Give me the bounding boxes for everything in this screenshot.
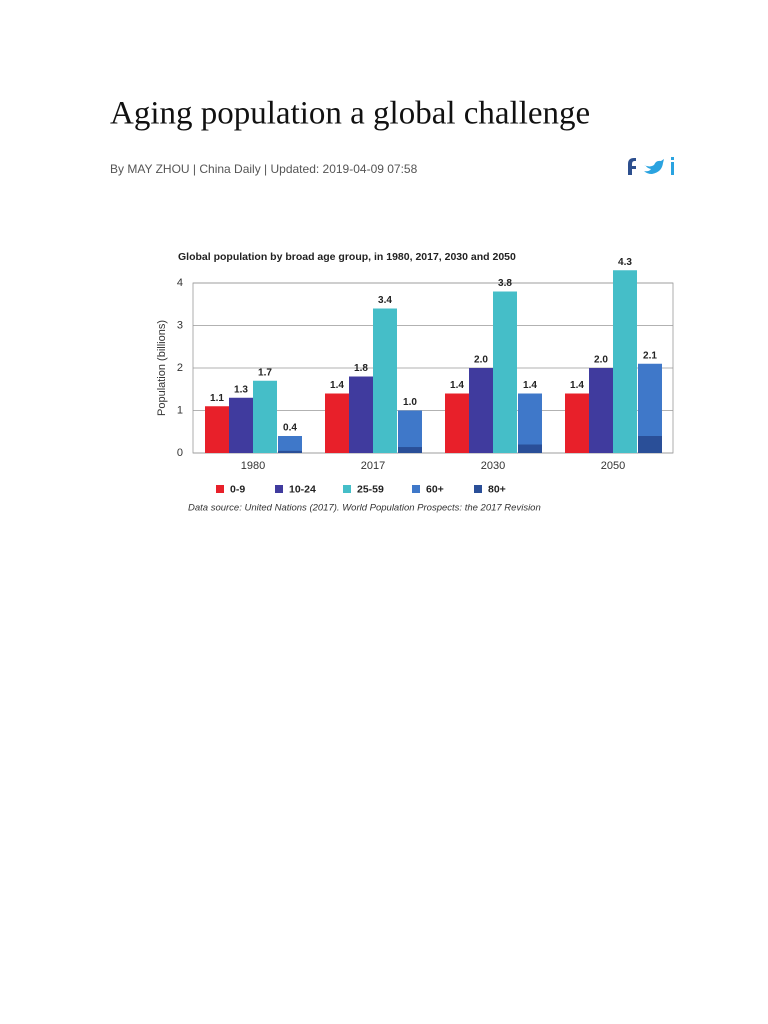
value-label: 2.0 xyxy=(474,355,488,366)
legend-swatch xyxy=(216,485,224,493)
bar xyxy=(565,393,589,453)
bar xyxy=(445,393,469,453)
bar xyxy=(398,410,422,453)
bar xyxy=(613,270,637,453)
y-tick-label: 0 xyxy=(177,447,183,459)
legend-swatch xyxy=(343,485,351,493)
bar xyxy=(589,368,613,453)
legend-label: 25-59 xyxy=(357,483,384,495)
value-label: 1.0 xyxy=(403,397,417,408)
chart-title: Global population by broad age group, in… xyxy=(178,251,516,263)
bar xyxy=(325,393,349,453)
share-icons[interactable] xyxy=(628,157,674,175)
bar xyxy=(398,447,422,453)
x-tick-label: 2017 xyxy=(361,460,385,472)
value-label: 1.1 xyxy=(210,393,224,404)
value-label: 2.1 xyxy=(643,350,657,361)
value-label: 1.4 xyxy=(450,380,464,391)
bar xyxy=(518,393,542,453)
bar xyxy=(373,308,397,453)
y-tick-label: 1 xyxy=(177,404,183,416)
bar xyxy=(518,444,542,453)
bar xyxy=(205,406,229,453)
bar xyxy=(493,291,517,453)
value-label: 1.4 xyxy=(570,380,584,391)
bar xyxy=(278,450,302,453)
value-label: 2.0 xyxy=(594,355,608,366)
facebook-icon[interactable] xyxy=(628,158,636,175)
legend-label: 10-24 xyxy=(289,483,316,495)
info-icon[interactable] xyxy=(671,162,674,175)
y-tick-label: 4 xyxy=(177,277,183,289)
source-note: Data source: United Nations (2017). Worl… xyxy=(188,503,541,514)
value-label: 0.4 xyxy=(283,423,297,434)
legend-swatch xyxy=(275,485,283,493)
plot-frame xyxy=(192,282,674,454)
y-axis-label: Population (billions) xyxy=(156,320,168,416)
value-label: 1.8 xyxy=(354,363,368,374)
bar xyxy=(469,368,493,453)
value-label: 1.4 xyxy=(330,380,344,391)
legend-swatch xyxy=(412,485,420,493)
y-tick-label: 3 xyxy=(177,319,183,331)
legend-label: 80+ xyxy=(488,483,506,495)
x-tick-label: 2050 xyxy=(601,460,625,472)
value-label: 1.7 xyxy=(258,367,272,378)
value-label: 3.8 xyxy=(498,278,512,289)
bar xyxy=(638,436,662,453)
twitter-icon[interactable] xyxy=(644,159,664,174)
value-label: 1.4 xyxy=(523,380,537,391)
bar xyxy=(349,376,373,453)
info-icon-dot[interactable] xyxy=(671,157,674,160)
x-tick-label: 2030 xyxy=(481,460,505,472)
y-tick-label: 2 xyxy=(177,362,183,374)
legend-swatch xyxy=(474,485,482,493)
article-title: Aging population a global challenge xyxy=(110,96,590,132)
x-tick-label: 1980 xyxy=(241,460,265,472)
value-label: 1.3 xyxy=(234,384,248,395)
bar xyxy=(229,397,253,453)
bar xyxy=(253,380,277,453)
legend-label: 60+ xyxy=(426,483,444,495)
bar xyxy=(278,436,302,453)
legend-label: 0-9 xyxy=(230,483,245,495)
value-label: 3.4 xyxy=(378,295,392,306)
byline: By MAY ZHOU | China Daily | Updated: 201… xyxy=(110,162,418,176)
value-label: 4.3 xyxy=(618,257,632,268)
